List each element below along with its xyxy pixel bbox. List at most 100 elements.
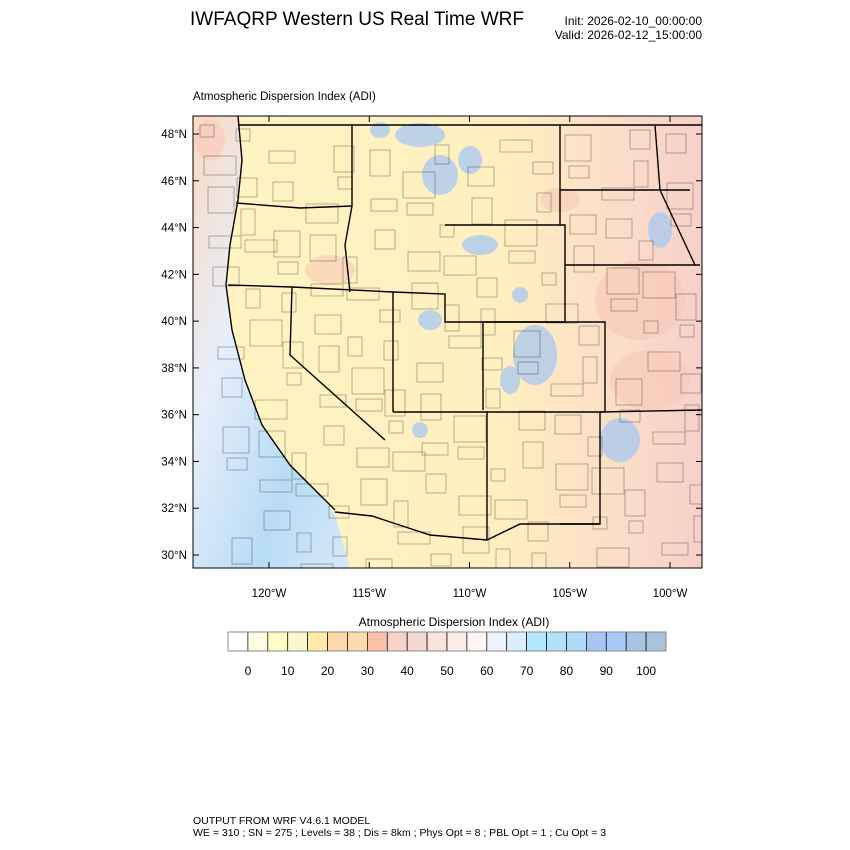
- county-outline: [402, 171, 436, 199]
- county-outline: [568, 165, 590, 179]
- county-outline: [439, 224, 455, 238]
- colorbar-label: 20: [321, 664, 335, 678]
- county-outline: [550, 383, 584, 397]
- county-outline: [291, 452, 307, 480]
- colorbar-label: 50: [440, 664, 454, 678]
- county-outline: [587, 436, 603, 457]
- county-outline: [591, 467, 625, 495]
- figure-title: IWFAQRP Western US Real Time WRF: [190, 9, 524, 30]
- county-outline: [582, 356, 598, 384]
- map-frame: [192, 115, 703, 569]
- colorbar-swatch: [327, 631, 348, 652]
- county-outline: [282, 341, 304, 369]
- county-outline: [532, 161, 554, 175]
- colorbar-label: 40: [401, 664, 415, 678]
- county-outline: [351, 367, 385, 395]
- county-outline: [332, 536, 348, 557]
- county-outline: [245, 288, 261, 309]
- colorbar-swatch: [406, 631, 428, 652]
- county-outline: [457, 446, 485, 460]
- county-outline: [388, 420, 404, 434]
- county-outline: [495, 548, 511, 568]
- county-outline: [541, 272, 557, 286]
- colorbar-swatch: [506, 631, 527, 652]
- colorbar-label: 100: [636, 664, 656, 678]
- colorbar-label: 30: [361, 664, 375, 678]
- county-outline: [619, 409, 641, 423]
- county-outline: [397, 531, 431, 545]
- county-outline: [208, 235, 242, 249]
- model-info-line2: WE = 310 ; SN = 275 ; Levels = 38 ; Dis …: [193, 827, 607, 839]
- county-outline: [485, 388, 501, 409]
- county-outline: [601, 187, 635, 201]
- colorbar-swatch: [546, 631, 567, 652]
- colorbar-label: 0: [245, 664, 252, 678]
- county-outline: [420, 393, 442, 421]
- county-outline: [273, 230, 301, 258]
- colorbar-label: 80: [560, 664, 574, 678]
- county-outline: [254, 399, 288, 420]
- county-outline: [480, 308, 496, 336]
- county-outline: [680, 373, 702, 394]
- county-outline: [370, 198, 398, 212]
- county-outline: [490, 468, 506, 482]
- colorbar-swatch: [566, 631, 587, 652]
- county-outline: [222, 426, 250, 454]
- county-outline: [333, 145, 355, 173]
- county-outline: [504, 219, 538, 247]
- colorbar-label: 70: [520, 664, 534, 678]
- lon-tick-label: 120°W: [252, 588, 287, 600]
- county-outline: [554, 414, 582, 435]
- county-outline: [513, 330, 541, 358]
- county-outline: [360, 478, 388, 506]
- lat-tick-label: 42°N: [161, 269, 187, 281]
- county-outline: [199, 124, 215, 138]
- county-outline: [244, 239, 278, 253]
- county-outline: [314, 314, 342, 335]
- county-outline: [392, 451, 426, 472]
- county-outline: [310, 283, 344, 297]
- county-outline: [272, 181, 294, 202]
- county-outline: [536, 192, 552, 213]
- county-outline: [411, 282, 439, 310]
- county-outline: [652, 431, 686, 445]
- county-outline: [379, 309, 401, 323]
- county-outline: [642, 271, 676, 299]
- colorbar-swatch: [486, 631, 508, 652]
- county-outline: [661, 542, 689, 556]
- county-outline: [384, 389, 406, 417]
- county-outline: [643, 320, 659, 334]
- county-outline: [555, 463, 589, 491]
- county-outline: [434, 144, 450, 165]
- county-outline: [374, 229, 396, 250]
- colorbar-swatch: [625, 631, 647, 652]
- colorbar-swatch: [526, 631, 547, 652]
- county-outline: [236, 177, 258, 198]
- county-outline: [258, 430, 286, 458]
- colorbar-swatch: [446, 631, 468, 652]
- county-outline: [295, 483, 329, 497]
- county-outline: [300, 563, 334, 568]
- county-outline: [383, 340, 399, 361]
- county-outline: [425, 473, 447, 494]
- county-outline: [346, 287, 380, 301]
- lon-tick-label: 105°W: [552, 588, 587, 600]
- county-outline: [596, 547, 630, 568]
- county-outline: [689, 484, 702, 505]
- county-outline: [522, 441, 544, 469]
- county-outline: [527, 521, 549, 542]
- lat-tick-label: 34°N: [161, 456, 187, 468]
- county-outline: [508, 250, 536, 264]
- county-outline: [407, 251, 441, 272]
- colorbar-swatch: [227, 631, 249, 652]
- county-outline: [578, 325, 600, 346]
- county-outline: [277, 261, 299, 275]
- county-outline: [217, 346, 245, 360]
- colorbar-label: 10: [281, 664, 295, 678]
- county-outline: [592, 516, 608, 530]
- county-outline: [610, 298, 638, 312]
- county-outline: [430, 553, 452, 567]
- county-outline: [647, 351, 681, 372]
- county-outline: [573, 245, 595, 273]
